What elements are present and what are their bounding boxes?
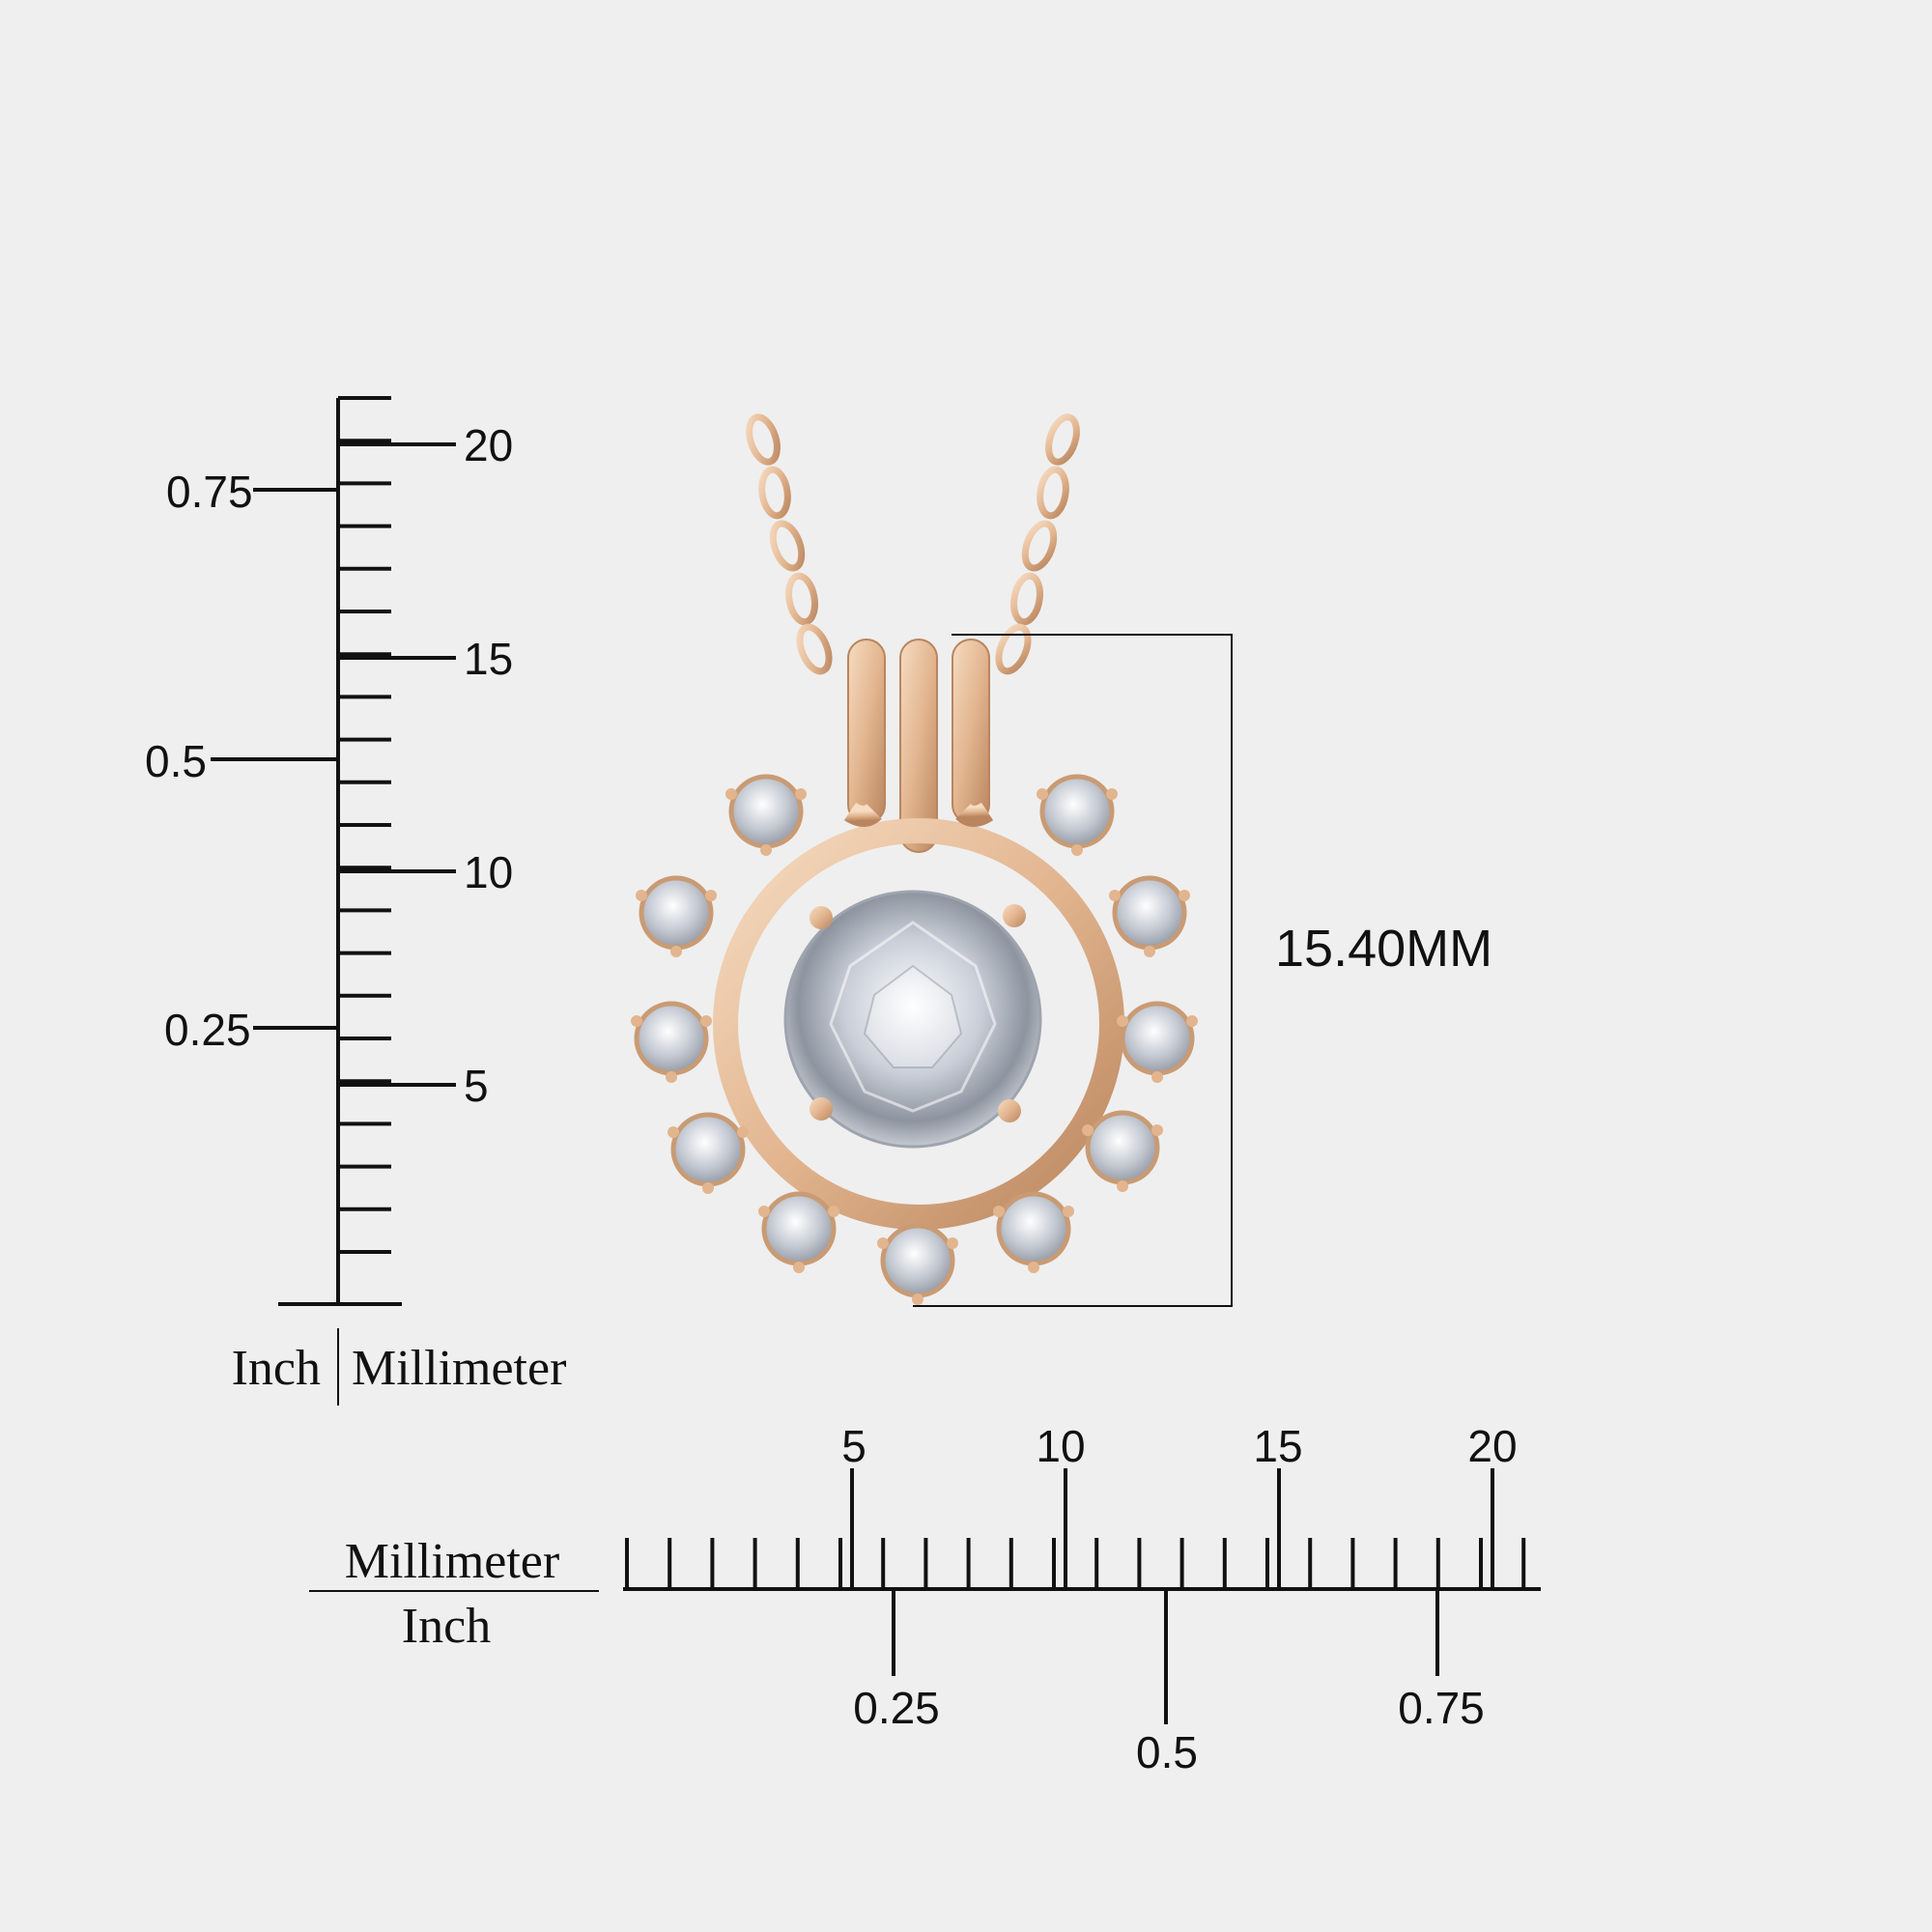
horizontal-inch-label-025: 0.25 (853, 1683, 940, 1733)
vertical-caption-inch: Inch (232, 1341, 321, 1396)
height-dimension: 15.40MM (913, 634, 1492, 1307)
side-diamond (725, 774, 807, 856)
vertical-mm-minor-ticks (338, 396, 391, 1254)
horizontal-inch-label-05: 0.5 (1136, 1727, 1198, 1777)
vertical-inch-label-05: 0.5 (145, 736, 207, 786)
vertical-mm-label-20: 20 (464, 420, 513, 470)
side-diamond (1117, 1001, 1198, 1083)
horizontal-caption-millimeter: Millimeter (345, 1534, 559, 1589)
side-diamond (1037, 774, 1118, 856)
pendant-bail (847, 639, 990, 853)
horizontal-mm-label-10: 10 (1036, 1421, 1085, 1471)
pendant-ring (713, 818, 1124, 1230)
vertical-ruler: 20 15 10 5 0.75 0.5 0.25 Inch Millimeter (145, 396, 566, 1406)
horizontal-inch-label-075: 0.75 (1398, 1683, 1485, 1733)
horizontal-mm-label-5: 5 (841, 1421, 867, 1471)
side-diamond (668, 1112, 749, 1194)
side-diamond (877, 1223, 958, 1305)
chain-left (746, 413, 833, 675)
chain-right (995, 413, 1080, 675)
vertical-inch-label-075: 0.75 (166, 467, 253, 517)
side-diamonds (631, 774, 1198, 1305)
ring-shoulders (843, 802, 994, 827)
vertical-mm-label-10: 10 (464, 847, 513, 897)
dimension-label: 15.40MM (1275, 920, 1492, 978)
dimension-bracket (913, 634, 1233, 1307)
pendant-illustration (631, 413, 1198, 1305)
vertical-mm-label-15: 15 (464, 634, 513, 684)
side-diamond (636, 875, 717, 957)
horizontal-mm-label-20: 20 (1467, 1421, 1517, 1471)
side-diamond (1109, 875, 1190, 957)
vertical-caption-millimeter: Millimeter (352, 1341, 566, 1396)
side-diamond (993, 1191, 1074, 1273)
vertical-inch-label-025: 0.25 (164, 1005, 251, 1055)
vertical-mm-label-5: 5 (464, 1061, 489, 1111)
side-diamond (631, 1001, 712, 1083)
center-diamond (783, 890, 1042, 1149)
horizontal-caption-inch: Inch (402, 1599, 491, 1654)
side-diamond (758, 1191, 839, 1273)
horizontal-mm-minor-ticks (625, 1538, 1526, 1589)
horizontal-ruler: 5 10 15 20 0.25 0.5 0.75 Millimeter Inch (309, 1421, 1541, 1777)
horizontal-mm-label-15: 15 (1253, 1421, 1302, 1471)
side-diamond (1082, 1110, 1163, 1192)
